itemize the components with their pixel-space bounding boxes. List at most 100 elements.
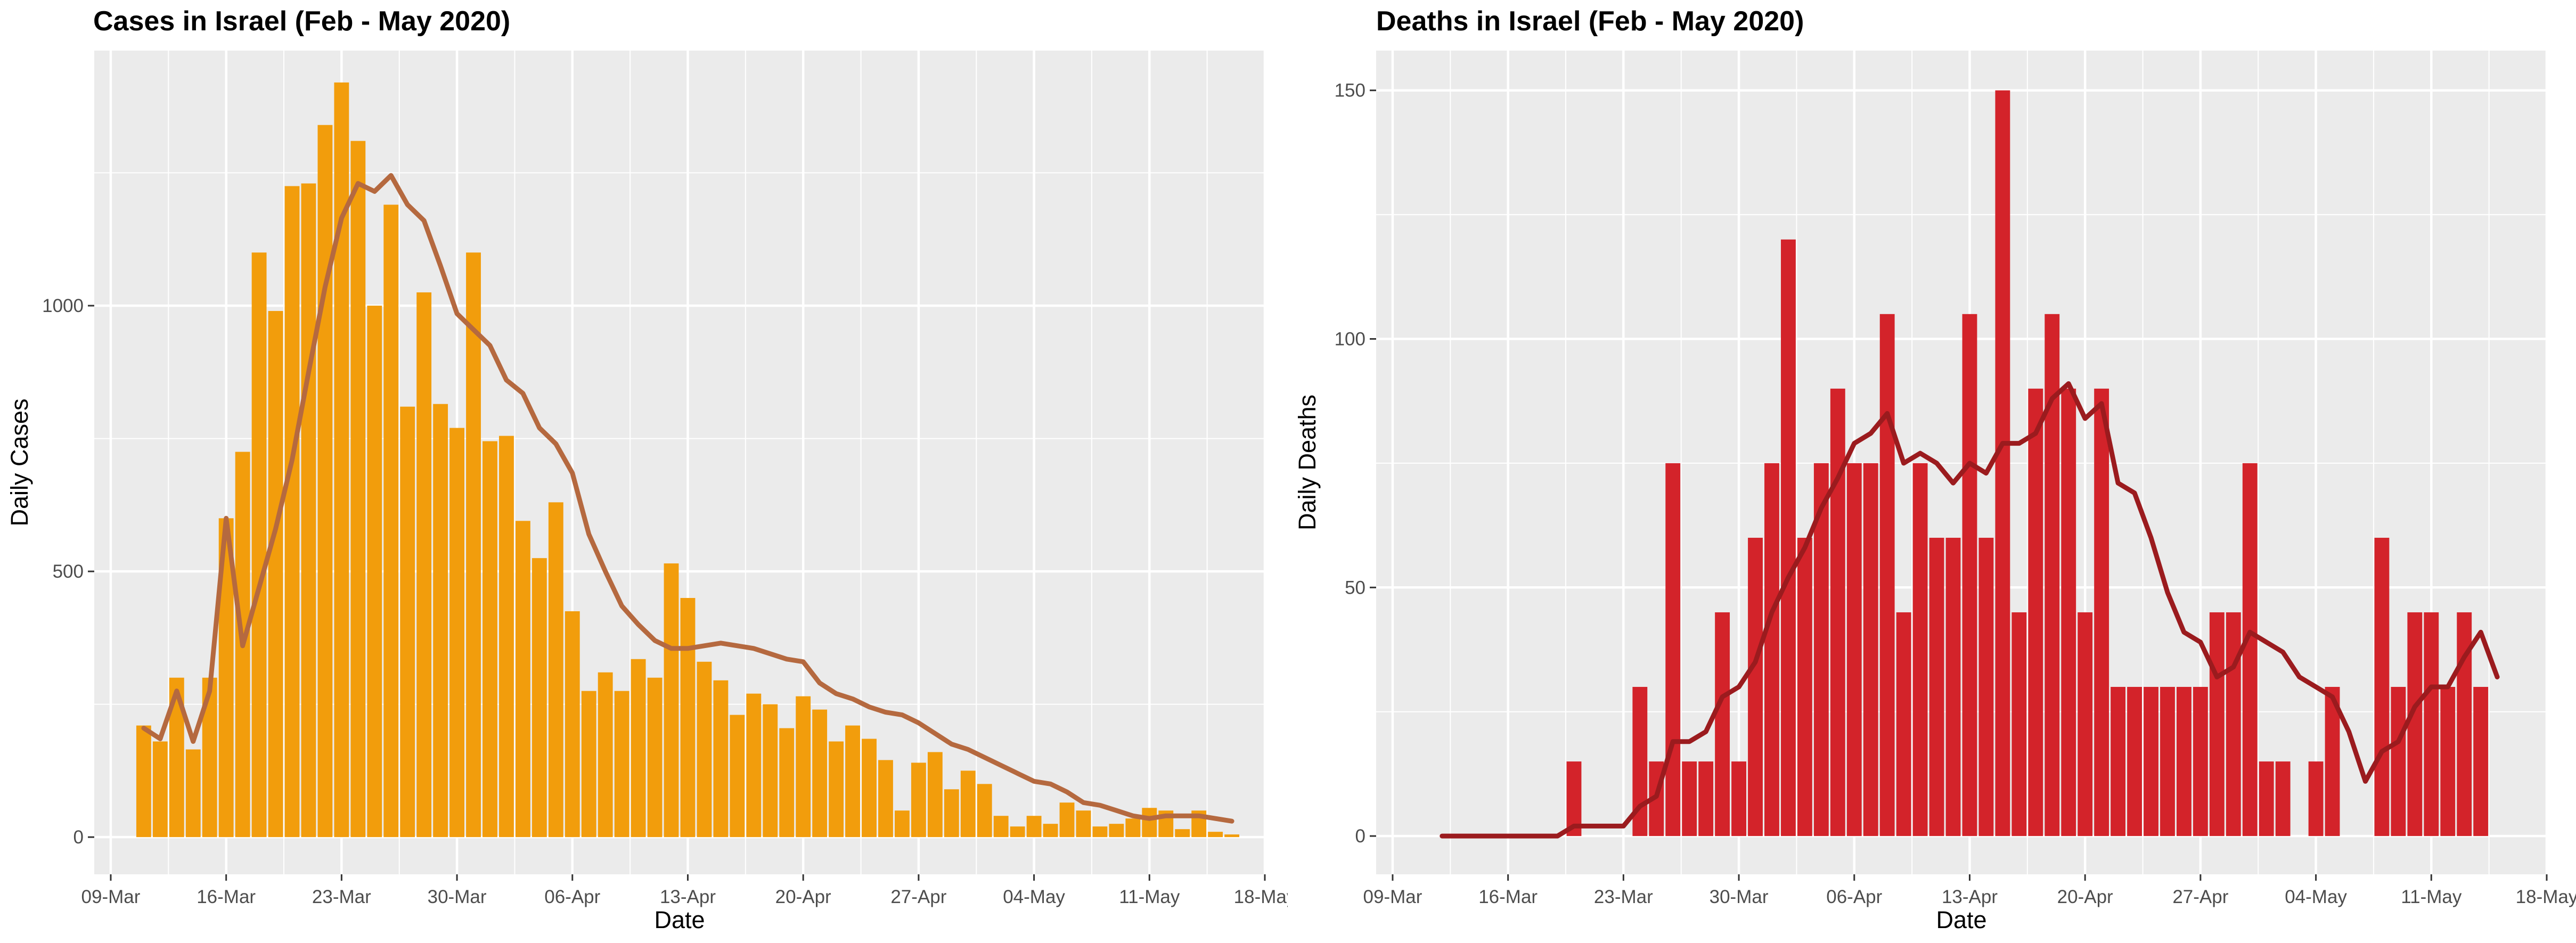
- deaths-bar: [2242, 463, 2258, 837]
- cases-bar: [713, 680, 729, 838]
- deaths-bar: [2111, 687, 2126, 837]
- cases-chart: 09-Mar 16-Mar 23-Mar 30-Mar 06-Apr 13-Apr 20-A…: [6, 51, 1288, 933]
- deaths-y-tick-label: 0: [1355, 826, 1365, 847]
- cases-bar: [565, 611, 580, 838]
- deaths-chart: 09-Mar 16-Mar 23-Mar 30-Mar 06-Apr 13-Apr 20-A…: [1294, 51, 2576, 933]
- cases-x-tick-label: 18-May: [1234, 887, 1288, 907]
- cases-bar: [746, 693, 762, 838]
- deaths-bar: [2209, 612, 2225, 837]
- deaths-x-tick-label: 06-Apr: [1826, 887, 1882, 907]
- deaths-bar: [2061, 388, 2076, 837]
- deaths-bar: [2308, 761, 2324, 837]
- cases-bar: [449, 428, 465, 838]
- cases-bar: [367, 306, 382, 838]
- deaths-x-tick-label: 20-Apr: [2057, 887, 2113, 907]
- deaths-x-tick-label: 09-Mar: [1363, 887, 1422, 907]
- deaths-bar: [1731, 761, 1747, 837]
- cases-bar: [531, 558, 547, 838]
- cases-y-tick-label: 1000: [42, 296, 84, 316]
- cases-bar: [1224, 834, 1240, 838]
- cases-bar: [845, 725, 860, 838]
- deaths-bar: [2094, 388, 2109, 837]
- deaths-bar: [2391, 687, 2406, 837]
- cases-bar: [416, 292, 432, 838]
- cases-bar: [730, 715, 745, 838]
- deaths-bar: [1879, 314, 1895, 837]
- deaths-x-tick-label: 16-Mar: [1478, 887, 1538, 907]
- cases-x-axis-title: Date: [654, 906, 705, 933]
- deaths-x-tick-label: 04-May: [2285, 887, 2347, 907]
- deaths-bar: [1748, 537, 1763, 837]
- deaths-x-tick-label: 11-May: [2401, 887, 2462, 907]
- cases-chart-title: Cases in Israel (Feb - May 2020): [93, 6, 511, 37]
- deaths-bar: [2473, 687, 2489, 837]
- cases-bar: [251, 252, 267, 838]
- deaths-bar: [1764, 463, 1779, 837]
- deaths-bar: [1962, 314, 1977, 837]
- cases-bar: [927, 752, 943, 838]
- deaths-bar: [2424, 612, 2439, 837]
- deaths-x-tick-label: 27-Apr: [2172, 887, 2228, 907]
- cases-bar: [548, 502, 563, 838]
- cases-bar: [1076, 810, 1091, 838]
- cases-y-tick-label: 0: [73, 827, 84, 848]
- cases-x-tick-label: 06-Apr: [544, 887, 600, 907]
- deaths-bar: [2193, 687, 2208, 837]
- deaths-plot-background: [1376, 51, 2547, 874]
- cases-bar: [680, 598, 696, 838]
- cases-x-tick-label: 11-May: [1119, 887, 1180, 907]
- cases-bar: [779, 728, 795, 838]
- deaths-chart-title: Deaths in Israel (Feb - May 2020): [1376, 6, 1804, 37]
- deaths-rolling-average-line: [1440, 381, 2500, 839]
- cases-bar: [350, 141, 366, 838]
- cases-x-tick-label: 23-Mar: [312, 887, 371, 907]
- cases-bar: [862, 739, 877, 838]
- cases-bar: [1010, 826, 1025, 838]
- cases-bar: [433, 404, 448, 838]
- cases-panel: 09-Mar 16-Mar 23-Mar 30-Mar 06-Apr 13-Apr 20-A…: [6, 6, 1288, 933]
- deaths-bar: [1912, 463, 1928, 837]
- deaths-bar: [1698, 761, 1714, 837]
- cases-bar: [499, 436, 514, 838]
- cases-x-tick-label: 27-Apr: [890, 887, 946, 907]
- cases-bar: [284, 186, 300, 838]
- cases-bar: [136, 725, 151, 838]
- deaths-bar: [1945, 537, 1961, 837]
- cases-bar: [763, 704, 778, 838]
- cases-bar: [944, 789, 959, 838]
- cases-bar: [400, 406, 415, 838]
- cases-bar: [466, 252, 481, 838]
- cases-bar: [334, 82, 349, 838]
- cases-bar: [829, 741, 844, 838]
- cases-bar: [1059, 802, 1075, 838]
- cases-bar: [1109, 824, 1124, 838]
- cases-bar: [993, 816, 1009, 838]
- deaths-bar: [1830, 388, 1845, 837]
- cases-y-tick-label: 500: [53, 561, 84, 582]
- cases-y-axis-title: Daily Cases: [6, 398, 33, 526]
- cases-bar: [1125, 818, 1141, 838]
- deaths-bar: [1929, 537, 1944, 837]
- deaths-bar: [1978, 537, 1994, 837]
- deaths-bar: [2011, 612, 2027, 837]
- cases-bar: [1092, 826, 1108, 838]
- deaths-bar: [1863, 463, 1878, 837]
- deaths-bar: [1846, 463, 1862, 837]
- cases-bar: [268, 311, 283, 838]
- cases-bar: [697, 661, 712, 838]
- cases-bar: [185, 749, 201, 838]
- cases-bar: [894, 810, 910, 838]
- deaths-bar: [2259, 761, 2274, 837]
- cases-bar: [581, 691, 596, 838]
- deaths-bar: [1715, 612, 1730, 837]
- deaths-panel: 09-Mar 16-Mar 23-Mar 30-Mar 06-Apr 13-Apr 20-A…: [1288, 0, 2576, 943]
- cases-bar: [301, 183, 316, 838]
- cases-bar: [1208, 832, 1223, 838]
- cases-bar: [614, 691, 629, 838]
- cases-bar: [664, 563, 679, 838]
- deaths-bar: [1797, 537, 1812, 837]
- deaths-bar: [2160, 687, 2175, 837]
- cases-x-tick-label: 16-Mar: [197, 887, 256, 907]
- cases-bar: [878, 760, 893, 838]
- cases-bar: [383, 204, 399, 838]
